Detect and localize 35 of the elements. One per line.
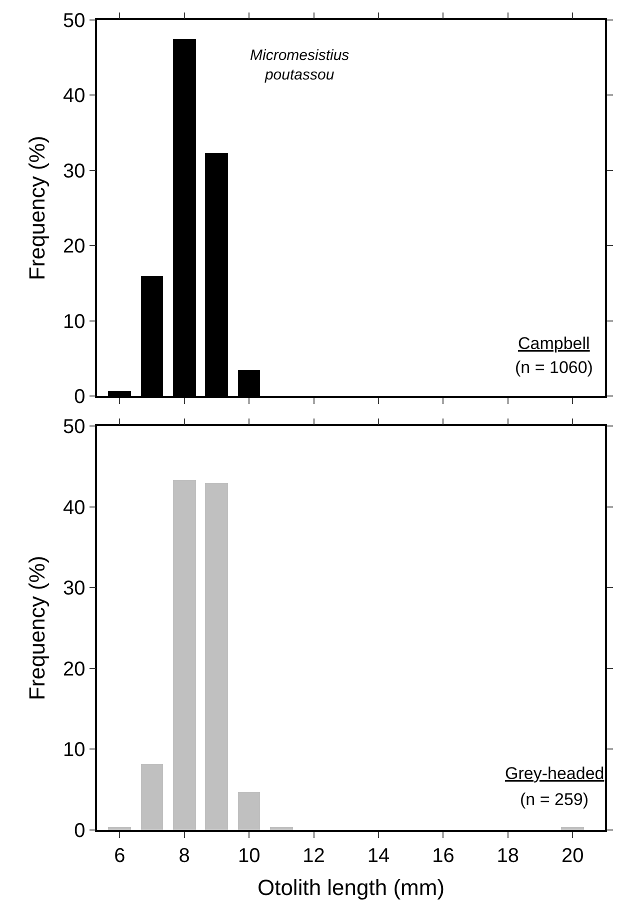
x-axis-title: Otolith length (mm) (257, 875, 445, 900)
y-tick-label: 20 (63, 658, 86, 680)
y-tick-label: 0 (74, 386, 86, 408)
annotation: (n = 259) (520, 790, 589, 809)
x-tick-label: 10 (238, 844, 260, 867)
bar (238, 792, 260, 830)
y-tick-label: 40 (63, 496, 86, 519)
x-tick-label: 18 (496, 844, 520, 867)
x-tick-label: 14 (367, 844, 390, 867)
annotation: Campbell (518, 334, 590, 353)
bar (173, 480, 196, 830)
bar (205, 483, 228, 830)
y-tick-label: 10 (63, 739, 86, 762)
y-axis-title: Frequency (%) (24, 556, 50, 700)
y-tick-label: 50 (63, 416, 86, 438)
y-tick-label: 0 (74, 820, 86, 842)
y-tick-label: 30 (63, 160, 86, 182)
annotation: Grey-headed (505, 764, 604, 783)
y-axis-title: Frequency (%) (24, 136, 50, 280)
bar (561, 827, 584, 830)
x-tick-label: 8 (178, 844, 190, 867)
bar (270, 827, 293, 830)
y-tick-label: 30 (63, 578, 86, 600)
y-tick-label: 20 (63, 236, 86, 258)
y-tick-label: 40 (63, 85, 86, 108)
y-tick-label: 50 (63, 10, 86, 32)
y-tick-label: 10 (63, 310, 86, 333)
x-tick-label: 6 (114, 844, 126, 867)
annotation: Micromesistius poutassou (250, 47, 350, 84)
bar (108, 827, 131, 830)
bar (141, 764, 163, 830)
x-tick-label: 20 (562, 844, 584, 867)
x-tick-label: 12 (302, 844, 325, 867)
annotation: (n = 1060) (515, 358, 593, 377)
x-tick-label: 16 (432, 844, 454, 867)
